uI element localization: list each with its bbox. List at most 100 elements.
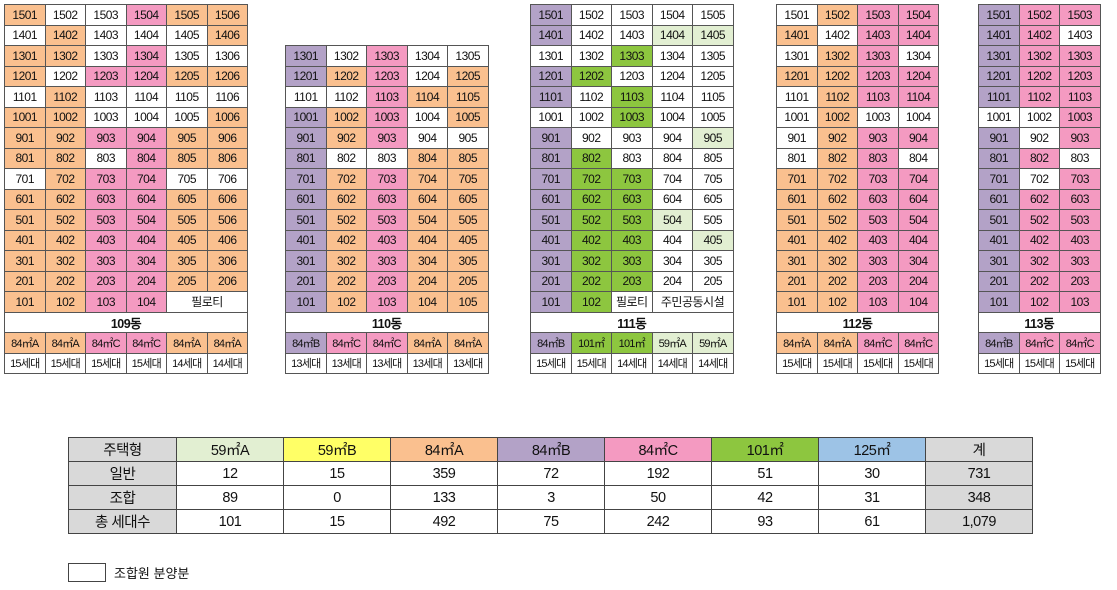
unit-cell: 701 [530, 168, 572, 190]
unit-cell: 505 [692, 209, 734, 231]
unit-cell: 503 [857, 209, 899, 231]
unit-cell: 1302 [44, 45, 86, 67]
unit-cell: 606 [206, 188, 248, 210]
unit-cell: 602 [1018, 188, 1060, 210]
unit-type-label: 59㎡A [692, 332, 734, 354]
floor-row: 1201 1202 1203 1204 [776, 65, 939, 87]
legend-label: 조합원 분양분 [114, 565, 190, 581]
floor-row: 901 902 903 904 [776, 127, 939, 149]
unit-cell: 502 [816, 209, 858, 231]
unit-cell: 1102 [1018, 86, 1060, 108]
summary-header-cell: 59㎡A [176, 437, 284, 462]
unit-cell: 604 [406, 188, 448, 210]
unit-cell: 1302 [1018, 45, 1060, 67]
unit-cell: 702 [44, 168, 86, 190]
unit-cell: 304 [406, 250, 448, 272]
unit-cell: 903 [857, 127, 899, 149]
floor-row: 1201 1202 1203 [978, 65, 1101, 87]
floor-row: 401 402 403 404 405 [285, 229, 489, 251]
floor-row: 501 502 503 504 505 [285, 209, 489, 231]
unit-cell: 303 [85, 250, 127, 272]
floor-row: 101 102 103 104 105 [285, 291, 489, 313]
unit-cell: 305 [447, 250, 489, 272]
unit-cell: 603 [366, 188, 408, 210]
unit-cell: 201 [285, 270, 327, 292]
unit-cell: 401 [978, 229, 1020, 251]
unit-cell: 501 [776, 209, 818, 231]
building-4: 1501 1502 1503 1504 1401 1402 1403 1404 1301 1302… [776, 4, 939, 374]
floor-row: 1301 1302 1303 1304 1305 1306 [4, 45, 248, 67]
unit-cell: 705 [692, 168, 734, 190]
unit-cell: 1102 [44, 86, 86, 108]
unit-cell: 102 [325, 291, 367, 313]
unit-cell: 703 [85, 168, 127, 190]
unit-cell: 1002 [816, 106, 858, 128]
unit-cell: 104 [125, 291, 167, 313]
floor-row: 501 502 503 [978, 209, 1101, 231]
unit-cell: 1302 [570, 45, 612, 67]
unit-cell: 1401 [4, 24, 46, 46]
floor-row: 201 202 203 204 205 206 [4, 270, 248, 292]
unit-cell: 1404 [897, 24, 939, 46]
unit-cell: 403 [85, 229, 127, 251]
unit-cell: 702 [325, 168, 367, 190]
unit-cell: 1203 [611, 65, 653, 87]
floor-row: 601 602 603 [978, 188, 1101, 210]
floor-row: 601 602 603 604 605 606 [4, 188, 248, 210]
floor-row: 1201 1202 1203 1204 1205 [285, 65, 489, 87]
unit-cell: 1204 [897, 65, 939, 87]
unit-cell: 605 [447, 188, 489, 210]
unit-type-label: 84㎡A [166, 332, 208, 354]
unit-cell: 102 [816, 291, 858, 313]
unit-cell: 1504 [897, 4, 939, 26]
unit-cell: 504 [897, 209, 939, 231]
unit-cell: 501 [4, 209, 46, 231]
unit-cell: 203 [366, 270, 408, 292]
unit-cell: 704 [406, 168, 448, 190]
building-2: 1301 1302 1303 1304 1305 1201 1202 1203 1204 1205… [285, 45, 489, 374]
household-count: 15세대 [857, 352, 899, 374]
unit-cell: 805 [447, 147, 489, 169]
unit-cell: 202 [325, 270, 367, 292]
floor-row: 501 502 503 504 505 [530, 209, 734, 231]
unit-cell: 1205 [692, 65, 734, 87]
unit-type-label: 84㎡A [44, 332, 86, 354]
unit-cell: 804 [897, 147, 939, 169]
unit-cell: 902 [816, 127, 858, 149]
unit-cell: 1004 [651, 106, 693, 128]
unit-cell: 1005 [692, 106, 734, 128]
summary-row: 조합 89 0 133 3 50 42 31 348 [68, 485, 1033, 510]
unit-cell: 202 [816, 270, 858, 292]
unit-cell: 603 [1059, 188, 1101, 210]
floor-row: 601 602 603 604 605 [530, 188, 734, 210]
unit-cell: 1403 [1059, 24, 1101, 46]
household-count: 15세대 [776, 352, 818, 374]
unit-cell: 602 [816, 188, 858, 210]
household-count: 15세대 [125, 352, 167, 374]
summary-value: 93 [711, 509, 819, 534]
unit-cell: 1104 [406, 86, 448, 108]
unit-cell: 701 [285, 168, 327, 190]
unit-cell: 1101 [978, 86, 1020, 108]
unit-cell: 1403 [857, 24, 899, 46]
unit-cell: 1202 [816, 65, 858, 87]
unit-cell: 404 [125, 229, 167, 251]
unit-cell: 103 [85, 291, 127, 313]
unit-cell: 1201 [530, 65, 572, 87]
unit-cell: 402 [570, 229, 612, 251]
floor-row: 1101 1102 1103 1104 1105 1106 [4, 86, 248, 108]
unit-cell: 1503 [857, 4, 899, 26]
building-1: 1501 1502 1503 1504 1505 1506 1401 1402 1403 1404… [4, 4, 248, 374]
household-count: 15세대 [44, 352, 86, 374]
unit-cell: 1405 [692, 24, 734, 46]
summary-value: 89 [176, 485, 284, 510]
unit-cell: 1301 [4, 45, 46, 67]
unit-cell: 1503 [1059, 4, 1101, 26]
unit-cell: 1304 [651, 45, 693, 67]
summary-value: 15 [283, 509, 391, 534]
unit-cell: 604 [897, 188, 939, 210]
unit-cell: 1003 [1059, 106, 1101, 128]
floor-row: 1501 1502 1503 1504 1505 [530, 4, 734, 26]
unit-cell: 902 [1018, 127, 1060, 149]
unit-cell: 604 [125, 188, 167, 210]
